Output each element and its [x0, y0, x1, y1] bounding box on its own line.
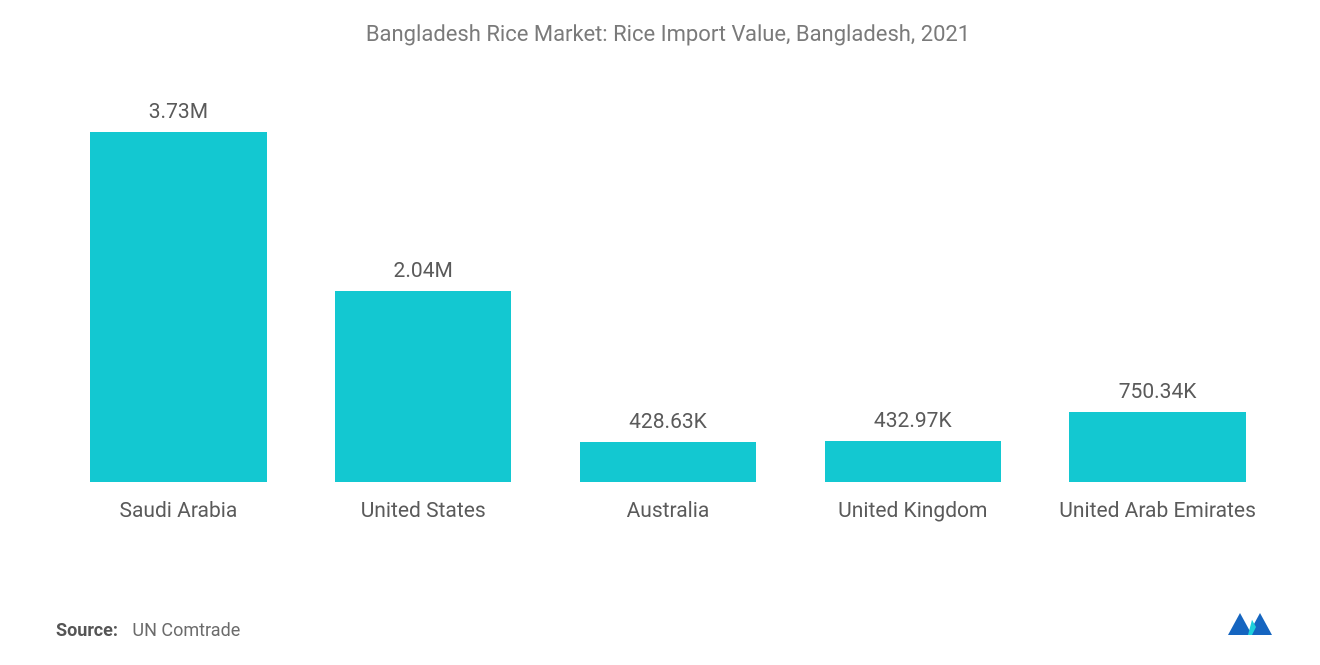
bar-value-label: 428.63K [629, 410, 707, 434]
source-text: UN Comtrade [132, 620, 240, 641]
bar-value-label: 3.73M [149, 100, 208, 124]
chart-container: Bangladesh Rice Market: Rice Import Valu… [0, 0, 1320, 665]
bar-value-label: 2.04M [394, 259, 453, 283]
category-label: United Kingdom [790, 489, 1035, 523]
bar-value-label: 750.34K [1119, 380, 1197, 404]
bar-slot: 2.04M [301, 93, 546, 482]
bar-value-label: 432.97K [874, 409, 952, 433]
category-label: United States [301, 489, 546, 523]
bar-slot: 432.97K [790, 93, 1035, 482]
chart-title: Bangladesh Rice Market: Rice Import Valu… [56, 22, 1280, 47]
plot-area: 3.73M 2.04M 428.63K 432.97K 750.34K Saudi Ar… [56, 93, 1280, 523]
category-label: Saudi Arabia [56, 489, 301, 523]
bar-slot: 750.34K [1035, 93, 1280, 482]
brand-logo-icon [1222, 607, 1280, 641]
bar [90, 132, 266, 482]
category-label: Australia [546, 489, 791, 523]
bars-row: 3.73M 2.04M 428.63K 432.97K 750.34K [56, 93, 1280, 483]
bar [335, 291, 511, 482]
category-label: United Arab Emirates [1035, 489, 1280, 523]
source-line: Source: UN Comtrade [56, 620, 240, 641]
source-label: Source: [56, 620, 118, 641]
category-axis: Saudi ArabiaUnited StatesAustraliaUnited… [56, 489, 1280, 523]
bar-slot: 428.63K [546, 93, 791, 482]
bar [580, 442, 756, 482]
bar [825, 441, 1001, 482]
chart-footer: Source: UN Comtrade [56, 607, 1280, 641]
bar-slot: 3.73M [56, 93, 301, 482]
bar [1069, 412, 1245, 482]
